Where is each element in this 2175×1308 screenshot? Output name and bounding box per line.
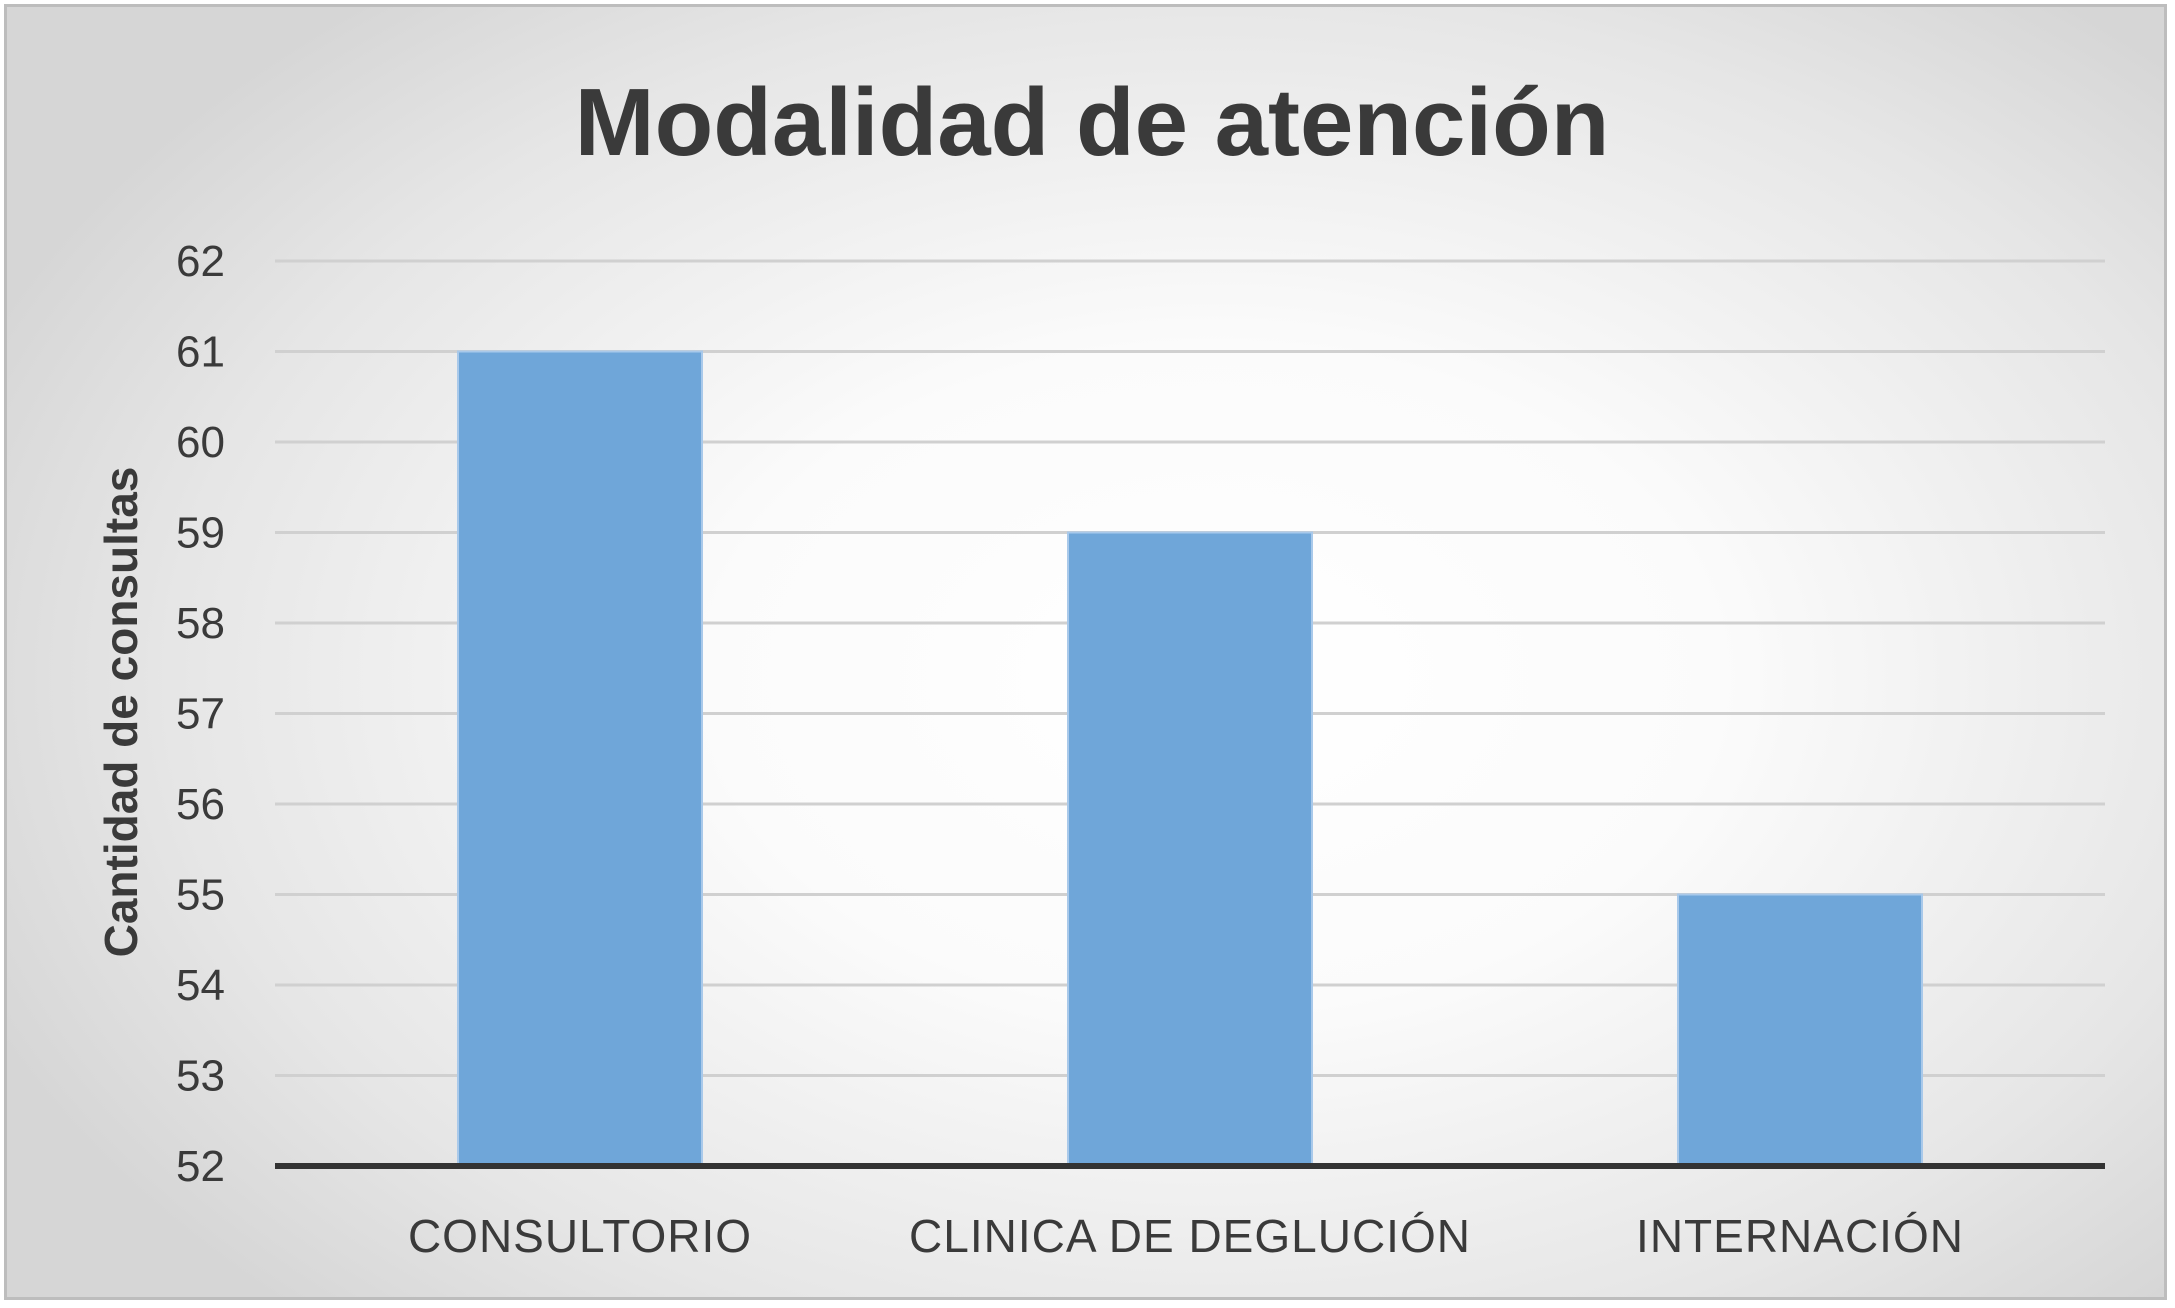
y-tick-label: 59 bbox=[176, 509, 225, 558]
bar bbox=[1067, 531, 1313, 1167]
chart-title: Modalidad de atención bbox=[575, 69, 1610, 176]
y-tick-label: 55 bbox=[176, 871, 225, 920]
bar bbox=[1677, 893, 1923, 1167]
y-tick-label: 57 bbox=[176, 690, 225, 739]
y-axis-ticks: 52 53 54 55 56 57 58 59 60 61 62 bbox=[176, 237, 225, 1191]
y-axis-title: Cantidad de consultas bbox=[95, 467, 147, 958]
y-tick-label: 60 bbox=[176, 418, 225, 467]
chart-frame: Modalidad de atención Cantidad de consul… bbox=[4, 4, 2167, 1300]
y-tick-label: 62 bbox=[176, 237, 225, 286]
x-tick-label: CLINICA DE DEGLUCIÓN bbox=[909, 1210, 1471, 1262]
y-tick-label: 61 bbox=[176, 328, 225, 377]
y-tick-label: 56 bbox=[176, 780, 225, 829]
y-tick-label: 52 bbox=[176, 1142, 225, 1191]
bar bbox=[457, 350, 703, 1167]
y-tick-label: 54 bbox=[176, 961, 225, 1010]
y-tick-label: 58 bbox=[176, 599, 225, 648]
x-tick-label: CONSULTORIO bbox=[408, 1210, 752, 1262]
y-tick-label: 53 bbox=[176, 1052, 225, 1101]
bars bbox=[457, 350, 1923, 1167]
x-axis-ticks: CONSULTORIO CLINICA DE DEGLUCIÓN INTERNACI… bbox=[408, 1210, 1964, 1262]
bar-chart: Modalidad de atención Cantidad de consul… bbox=[95, 69, 2105, 1262]
x-tick-label: INTERNACIÓN bbox=[1636, 1210, 1964, 1262]
